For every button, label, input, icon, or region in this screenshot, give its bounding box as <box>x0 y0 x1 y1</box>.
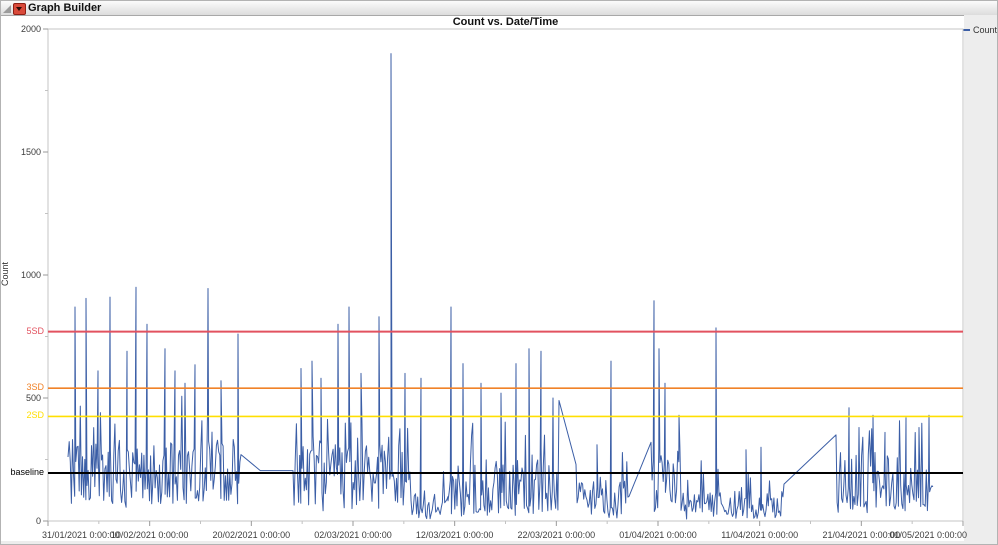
x-tick-label: 01/04/2021 0:00:00 <box>619 530 697 540</box>
x-tick-label: 20/02/2021 0:00:00 <box>212 530 291 540</box>
x-tick-label: 31/01/2021 0:00:00 <box>42 530 120 540</box>
y-tick-label: 1000 <box>20 270 41 280</box>
red-triangle-menu-button[interactable] <box>13 3 26 15</box>
ref-line-label-baseline: baseline <box>10 467 44 478</box>
y-tick-label: 0 <box>35 516 41 526</box>
bottom-margin <box>1 541 997 544</box>
report-header-bar: Graph Builder <box>1 1 997 16</box>
ref-line-label-2sd: 2SD <box>26 410 44 421</box>
y-axis-title: Count <box>0 261 10 287</box>
legend-label: Count <box>973 25 998 35</box>
report-title: Graph Builder <box>28 2 102 14</box>
ref-line-label-3sd: 3SD <box>26 382 44 393</box>
x-tick-label: 01/05/2021 0:00:00 <box>889 530 967 540</box>
x-tick-label: 02/03/2021 0:00:00 <box>314 530 392 540</box>
y-tick-label: 500 <box>25 393 41 403</box>
y-tick-label: 1500 <box>20 147 41 157</box>
ref-line-label-5sd: 5SD <box>26 325 44 336</box>
x-tick-label: 21/04/2021 0:00:00 <box>822 530 901 540</box>
count-series-line <box>67 53 934 520</box>
x-tick-label: 11/04/2021 0:00:00 <box>721 530 799 540</box>
y-tick-label: 2000 <box>20 24 41 34</box>
x-tick-label: 12/03/2021 0:00:00 <box>415 530 494 540</box>
disclosure-triangle-icon[interactable] <box>3 5 11 13</box>
x-tick-label: 10/02/2021 0:00:00 <box>110 530 189 540</box>
x-tick-label: 22/03/2021 0:00:00 <box>517 530 596 540</box>
chart-title: Count vs. Date/Time <box>452 16 559 28</box>
right-margin <box>964 15 997 544</box>
red-triangle-icon <box>16 7 22 11</box>
